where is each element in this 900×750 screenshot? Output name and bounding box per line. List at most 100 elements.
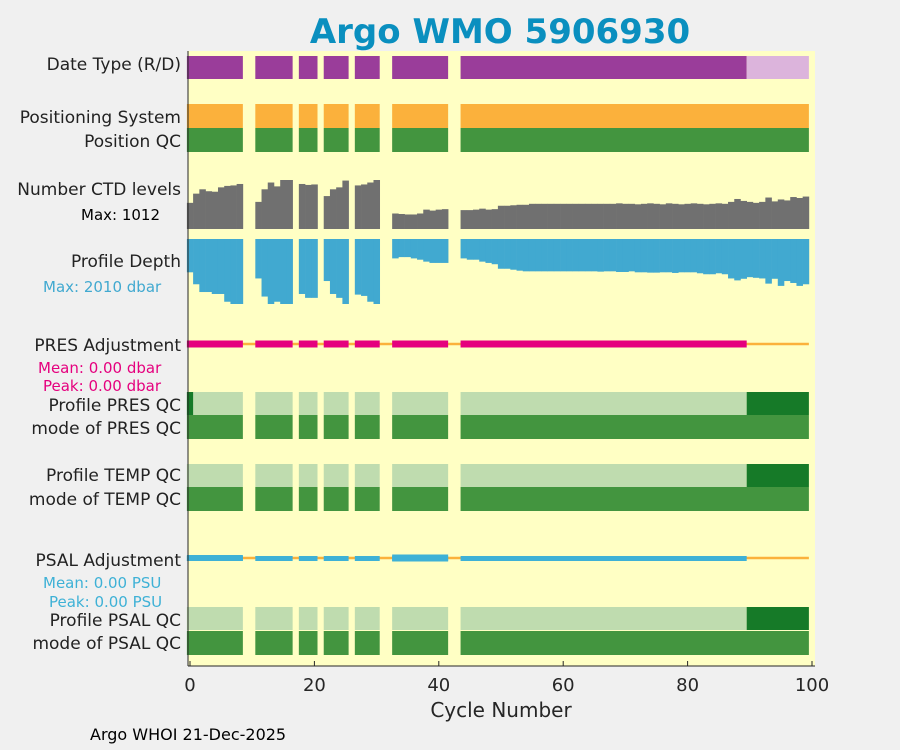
ctd-levels-bar: [404, 214, 412, 229]
temp-profile-qc-bar: [298, 464, 318, 487]
psal-adjustment-mean-label: Mean: 0.00 PSU: [43, 574, 161, 592]
profile-depth-bar: [361, 239, 368, 296]
pres-adjustment-bar: [323, 340, 349, 348]
ctd-levels-bar: [336, 187, 343, 229]
ctd-levels-bar: [541, 203, 548, 229]
position-qc-bar: [354, 128, 380, 152]
profile-depth-bar: [790, 239, 797, 283]
date-type-realtime-bar: [298, 56, 318, 79]
profile-depth-bar: [777, 239, 785, 286]
ctd-levels-bar: [305, 184, 312, 229]
ctd-levels-bar: [647, 203, 654, 229]
profile-depth-bar: [199, 239, 206, 293]
psal-mode-qc-bar: [255, 631, 293, 655]
profile-depth-bar: [784, 239, 791, 282]
ctd-levels-bar: [329, 189, 337, 229]
profile-depth-bar: [715, 239, 723, 274]
profile-depth-bar: [740, 239, 747, 279]
row-label-profile-temp-qc: Profile TEMP QC: [46, 466, 181, 486]
pres-profile-qc-bar: [323, 392, 349, 415]
pres-mode-qc-bar: [460, 415, 809, 439]
positioning-system-bar: [255, 104, 293, 128]
profile-depth-bar: [572, 239, 580, 272]
ctd-levels-bar: [609, 203, 617, 229]
profile-depth-bar: [485, 239, 492, 263]
ctd-levels-bar: [273, 186, 281, 229]
positioning-system-bar: [392, 104, 449, 128]
ctd-levels-bar: [696, 203, 704, 229]
profile-depth-bar: [342, 239, 349, 304]
ctd-levels-bar: [497, 205, 505, 229]
psal-profile-qc-delayed-bar: [746, 607, 809, 630]
profile-depth-bar: [267, 239, 275, 304]
ctd-levels-bar: [373, 180, 381, 229]
profile-depth-bar: [647, 239, 654, 273]
profile-depth-bar: [354, 239, 362, 295]
profile-depth-bar: [796, 239, 803, 286]
positioning-system-bar: [323, 104, 349, 128]
chart-marks: [186, 56, 810, 655]
profile-depth-bar: [273, 239, 281, 302]
ctd-levels-bar: [578, 203, 586, 229]
profile-depth-bar: [398, 239, 405, 258]
ctd-levels-bar: [286, 180, 293, 229]
profile-depth-bar: [460, 239, 468, 259]
date-type-realtime-bar: [392, 56, 449, 79]
ctd-levels-bar: [597, 203, 604, 229]
profile-depth-bar: [504, 239, 511, 269]
profile-depth-bar: [603, 239, 611, 272]
ctd-levels-bar: [584, 203, 592, 229]
pres-mode-qc-bar: [354, 415, 380, 439]
profile-depth-bar: [224, 239, 231, 302]
pres-profile-qc-bar: [298, 392, 318, 415]
row-label-profile-psal-qc: Profile PSAL QC: [50, 611, 181, 631]
date-type-realtime-bar: [323, 56, 349, 79]
temp-profile-qc-delayed-bar: [746, 464, 809, 487]
profile-depth-bar: [516, 239, 524, 271]
psal-mode-qc-bar: [186, 631, 243, 655]
ctd-levels-bar: [628, 203, 636, 229]
profile-depth-bar: [193, 239, 200, 285]
psal-mode-qc-bar: [298, 631, 318, 655]
ctd-levels-bar: [504, 205, 511, 229]
profile-depth-bar: [336, 239, 343, 298]
row-label-mode-temp-qc: mode of TEMP QC: [29, 490, 181, 510]
ctd-levels-bar: [323, 196, 331, 229]
ctd-levels-bar: [777, 199, 785, 229]
profile-depth-bar: [765, 239, 772, 284]
profile-depth-bar: [665, 239, 673, 273]
row-label-mode-psal-qc: mode of PSAL QC: [32, 634, 181, 654]
psal-adjustment-bar: [255, 556, 293, 561]
temp-profile-qc-bar: [255, 464, 293, 487]
temp-mode-qc-bar: [186, 487, 243, 511]
profile-depth-bar: [640, 239, 648, 273]
ctd-levels-bar: [790, 197, 797, 229]
ctd-levels-bar: [640, 203, 648, 229]
temp-mode-qc-bar: [392, 487, 449, 511]
x-tick-label: 100: [795, 675, 829, 696]
position-qc-bar: [298, 128, 318, 152]
psal-profile-qc-bar: [298, 607, 318, 630]
profile-depth-bar: [255, 239, 262, 279]
profile-depth-bar: [410, 239, 418, 259]
profile-depth-bar: [423, 239, 430, 262]
psal-profile-qc-bar: [354, 607, 380, 630]
profile-depth-bar: [690, 239, 698, 273]
ctd-levels-bar: [535, 203, 542, 229]
profile-depth-bar: [479, 239, 486, 262]
ctd-levels-bar: [367, 182, 374, 229]
ctd-levels-bar: [193, 193, 200, 229]
profile-depth-bar: [696, 239, 704, 274]
pres-profile-qc-first-bar: [186, 392, 194, 415]
ctd-levels-bar: [491, 209, 499, 229]
pres-adjustment-bar: [255, 340, 293, 348]
position-qc-bar: [186, 128, 243, 152]
ctd-levels-bar: [261, 189, 269, 229]
ctd-levels-bar: [684, 203, 692, 229]
pres-adjustment-bar: [186, 340, 243, 348]
ctd-levels-bar: [528, 203, 536, 229]
position-qc-bar: [255, 128, 293, 152]
temp-profile-qc-bar: [392, 464, 449, 487]
profile-depth-bar: [329, 239, 337, 294]
profile-depth-bar: [752, 239, 760, 278]
